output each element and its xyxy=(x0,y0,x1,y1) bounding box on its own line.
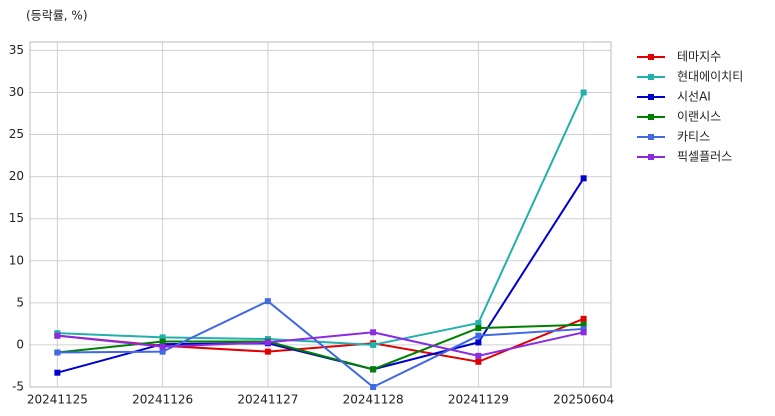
legend-label: 시선AI xyxy=(677,90,711,104)
point xyxy=(54,349,61,356)
legend-marker xyxy=(648,74,654,80)
legend-marker xyxy=(648,94,654,100)
x-tick-label: 20250604 xyxy=(553,393,614,407)
x-tick-label: 20241128 xyxy=(343,393,404,407)
y-tick-label: 20 xyxy=(9,169,24,183)
point xyxy=(475,325,482,332)
y-tick-label: 0 xyxy=(16,337,24,351)
point xyxy=(159,334,166,341)
series-line xyxy=(57,299,584,389)
y-tick-label: 10 xyxy=(9,253,24,267)
point xyxy=(264,348,271,355)
y-tick-label: -5 xyxy=(12,380,24,394)
y-tick-label: 30 xyxy=(9,85,24,99)
point xyxy=(264,339,271,346)
x-tick-label: 20241129 xyxy=(448,393,509,407)
point xyxy=(159,343,166,350)
y-axis-label: (등락률, %) xyxy=(26,9,88,23)
legend-marker xyxy=(648,114,654,120)
plot-frame xyxy=(29,41,612,388)
series-line xyxy=(57,323,584,371)
legend-marker xyxy=(648,54,654,60)
y-tick-label: 15 xyxy=(9,211,24,225)
point xyxy=(159,348,166,355)
legend-label: 카티스 xyxy=(677,130,710,144)
legend-label: 픽셀플러스 xyxy=(677,150,732,164)
point xyxy=(580,321,587,328)
point xyxy=(54,369,61,376)
point xyxy=(475,320,482,327)
point xyxy=(580,325,587,332)
point xyxy=(580,315,587,322)
y-tick-label: 5 xyxy=(16,295,24,309)
legend-label: 이랜시스 xyxy=(677,110,721,124)
x-tick-label: 20241127 xyxy=(237,393,298,407)
series-line xyxy=(57,92,585,346)
legend-label: 테마지수 xyxy=(677,50,721,64)
x-tick-label: 20241126 xyxy=(132,393,193,407)
point xyxy=(475,339,482,346)
point xyxy=(159,338,166,345)
point xyxy=(475,352,482,359)
point xyxy=(370,366,377,373)
y-tick-label: 35 xyxy=(9,43,24,57)
legend-label: 현대에이치티 xyxy=(677,70,743,84)
point xyxy=(475,358,482,365)
point xyxy=(54,332,61,339)
point xyxy=(475,332,482,339)
y-tick-label: 25 xyxy=(9,127,24,141)
point xyxy=(580,329,587,336)
point xyxy=(370,341,377,348)
x-tick-label: 20241125 xyxy=(27,393,88,407)
point xyxy=(580,89,587,96)
point xyxy=(370,329,377,336)
point xyxy=(370,384,377,390)
legend-marker xyxy=(648,134,654,140)
point xyxy=(264,298,271,305)
series-line xyxy=(57,331,584,357)
point xyxy=(580,175,587,182)
legend-marker xyxy=(648,154,654,160)
